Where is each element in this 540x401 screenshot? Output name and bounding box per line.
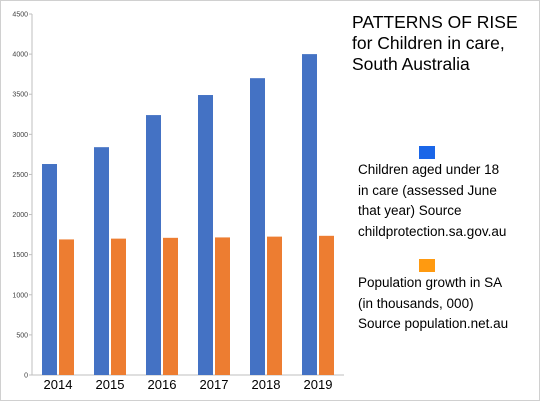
bars [42,54,334,375]
y-tick-label: 2000 [12,212,28,219]
chart-title-line-2: for Children in care, [352,33,505,53]
legend-line: Population growth in SA [358,275,503,290]
chart-title-line-3: South Australia [352,54,470,74]
x-tick-label: 2015 [96,377,125,392]
y-tick-label: 0 [24,373,28,380]
y-tick-label: 3000 [12,132,28,139]
bar [215,237,230,375]
legend-line: Source population.net.au [358,316,509,331]
legend-swatch-population-growth [419,259,435,272]
x-tick-label: 2017 [200,377,229,392]
bar [250,78,265,375]
y-tick-label: 500 [16,332,28,339]
y-tick-label: 4000 [12,52,28,59]
legend-line: childprotection.sa.gov.au [358,223,507,239]
x-tick-label: 2018 [252,377,281,392]
legend-item-population-growth: Population growth in SA (in thousands, 0… [358,259,536,339]
legend-swatch-children-in-care [419,146,435,159]
bar [163,237,178,375]
legend-line: (in thousands, 000) [358,295,474,311]
x-tick-label: 2016 [148,377,177,392]
y-tick-label: 1000 [12,292,28,299]
legend-label-children-in-care: Children aged under 18 in care (assessed… [358,160,536,242]
bar [111,238,126,375]
bar [319,235,334,375]
legend-line: Children aged under 18 [358,162,500,177]
bar [198,95,213,375]
x-tick-label: 2014 [44,377,73,392]
chart-title-line-1: PATTERNS OF RISE [352,12,518,32]
legend-line: that year) Source [358,203,462,218]
y-tick-label: 3500 [12,92,28,99]
bar [59,239,74,375]
y-tick-label: 4500 [12,12,28,19]
y-tick-label: 1500 [12,252,28,259]
chart-title: PATTERNS OF RISE for Children in care, S… [352,12,537,75]
bar [94,147,109,375]
bar [302,54,317,375]
legend-label-population-growth: Population growth in SA (in thousands, 0… [358,273,536,335]
bar [146,115,161,375]
x-axis: 2014 2015 2016 2017 2018 2019 [32,374,344,392]
y-tick-label: 2500 [12,172,28,179]
x-tick-label: 2019 [304,377,333,392]
y-axis: 0 500 1000 1500 2000 2500 3000 3500 4000 4500 [12,12,33,380]
bar [267,236,282,375]
legend-item-children-in-care: Children aged under 18 in care (assessed… [358,146,536,246]
bar [42,164,57,375]
legend-line: in care (assessed June [358,182,497,198]
